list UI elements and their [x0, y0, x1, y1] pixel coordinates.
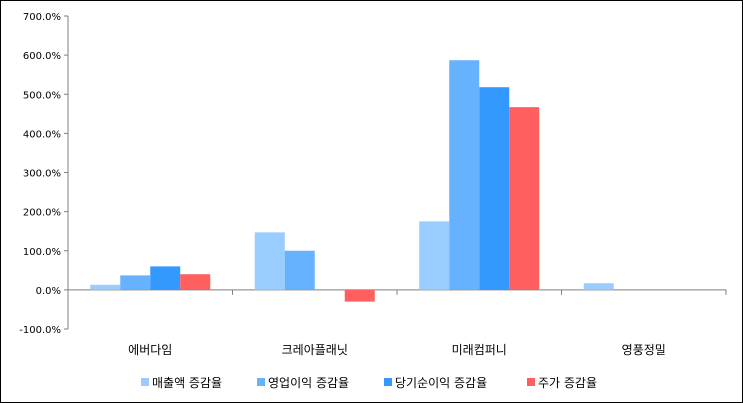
category-label: 크레아플래닛: [282, 343, 348, 357]
y-tick-label: 100.0%: [23, 247, 61, 258]
legend-label: 매출액 증감율: [152, 376, 222, 390]
bar: [509, 107, 540, 290]
legend-label: 당기순이익 증감율: [395, 376, 487, 390]
legend-label: 주가 증감율: [538, 376, 597, 390]
y-ticks: -100.0% 0.0% 100.0% 200.0% 300.0% 400.0% 500.0…: [19, 12, 68, 336]
y-tick-label: 300.0%: [23, 169, 61, 180]
category-labels: 에버다임 크레아플래닛 미래컴퍼니 영풍정밀: [128, 343, 666, 357]
y-tick-label: 400.0%: [23, 129, 61, 140]
bar: [90, 284, 121, 290]
bar: [449, 60, 480, 290]
legend-swatch: [257, 378, 265, 386]
legend: 매출액 증감율 영업이익 증감율 당기순이익 증감율 주가 증감율: [141, 376, 597, 390]
legend-swatch: [384, 378, 392, 386]
legend-swatch: [527, 378, 535, 386]
y-tick-label: 200.0%: [23, 208, 61, 219]
bar: [254, 232, 285, 290]
category-label: 미래컴퍼니: [452, 343, 507, 357]
bar: [150, 266, 181, 290]
bar: [344, 289, 375, 302]
category-label: 에버다임: [128, 343, 172, 357]
y-tick-label: 700.0%: [23, 12, 61, 23]
legend-swatch: [141, 378, 149, 386]
bar: [120, 275, 151, 290]
bar: [284, 250, 315, 290]
y-tick-label: -100.0%: [19, 325, 61, 336]
legend-label: 영업이익 증감율: [268, 376, 349, 390]
bar: [419, 221, 450, 290]
bars: [90, 60, 614, 302]
y-tick-label: 0.0%: [36, 286, 61, 297]
y-tick-label: 500.0%: [23, 90, 61, 101]
x-ticks: [232, 289, 727, 295]
y-tick-label: 600.0%: [23, 51, 61, 62]
bar: [479, 87, 510, 290]
category-label: 영풍정밀: [622, 343, 666, 357]
bar: [180, 274, 211, 290]
bar: [583, 283, 614, 290]
